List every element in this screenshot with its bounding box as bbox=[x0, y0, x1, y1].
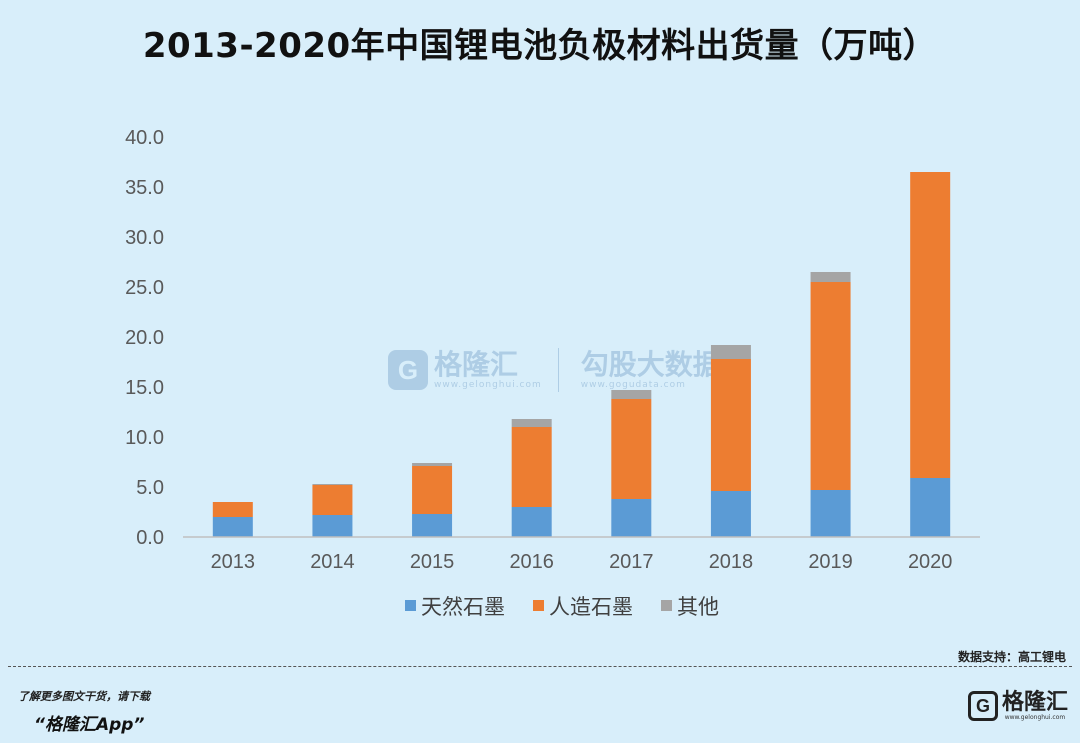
bar-2013-series-1 bbox=[212, 502, 253, 517]
promo-app-name: “格隆汇App” bbox=[34, 715, 145, 735]
y-tick-label: 35.0 bbox=[125, 177, 164, 199]
bar-2014-series-0 bbox=[312, 515, 353, 537]
x-tick-label: 2014 bbox=[310, 551, 355, 573]
x-tick-label: 2015 bbox=[410, 551, 455, 573]
watermark: G 格隆汇 www.gelonghui.com 勾股大数据 www.goguda… bbox=[388, 348, 721, 392]
bars bbox=[212, 172, 951, 537]
bar-2015-series-0 bbox=[412, 514, 453, 537]
y-tick-label: 5.0 bbox=[136, 477, 164, 499]
bar-2019-series-1 bbox=[810, 282, 851, 490]
legend-swatch bbox=[405, 600, 416, 611]
bar-2015-series-2 bbox=[412, 463, 453, 466]
y-tick-label: 30.0 bbox=[125, 227, 164, 249]
logo-url: www.gelonghui.com bbox=[1004, 713, 1066, 721]
legend: 天然石墨 人造石墨 其他 bbox=[405, 595, 719, 619]
gelonghui-logo-icon: G bbox=[967, 691, 998, 721]
promo-text: 了解更多图文干货，请下载 bbox=[18, 690, 150, 703]
bar-2015-series-1 bbox=[412, 466, 453, 514]
bar-chart: 0.05.010.015.020.025.030.035.040.0 2013 2… bbox=[125, 127, 980, 619]
bar-2017-series-1 bbox=[611, 399, 652, 499]
y-tick-label: 10.0 bbox=[125, 427, 164, 449]
legend-swatch bbox=[533, 600, 544, 611]
bar-2018-series-0 bbox=[710, 491, 751, 537]
x-tick-label: 2017 bbox=[609, 551, 654, 573]
y-tick-label: 40.0 bbox=[125, 127, 164, 149]
bar-2016-series-2 bbox=[511, 419, 552, 427]
logo-text: 格隆汇 bbox=[1001, 689, 1068, 715]
legend-label: 天然石墨 bbox=[421, 595, 505, 619]
legend-label: 其他 bbox=[677, 595, 719, 619]
x-tick-label: 2018 bbox=[709, 551, 754, 573]
watermark-brand-2: 勾股大数据 bbox=[580, 348, 721, 382]
watermark-url-2: www.gogudata.com bbox=[580, 379, 686, 390]
y-axis: 0.0 5.0 10.0 15.0 20.0 25.0 30.0 35.0 40.0 bbox=[125, 127, 164, 549]
x-tick-label: 2019 bbox=[808, 551, 853, 573]
data-source: 数据支持：高工锂电 bbox=[957, 650, 1066, 664]
bar-2018-series-1 bbox=[710, 359, 751, 491]
watermark-separator bbox=[557, 348, 559, 392]
bar-2017-series-2 bbox=[611, 390, 652, 399]
y-tick-label: 15.0 bbox=[125, 377, 164, 399]
bar-2020-series-1 bbox=[910, 172, 951, 478]
y-tick-label: 20.0 bbox=[125, 327, 164, 349]
bar-2016-series-0 bbox=[511, 507, 552, 537]
x-tick-label: 2013 bbox=[211, 551, 256, 573]
legend-label: 人造石墨 bbox=[549, 595, 633, 619]
bar-2017-series-0 bbox=[611, 499, 652, 537]
watermark-url-1: www.gelonghui.com bbox=[434, 379, 542, 390]
legend-swatch bbox=[661, 600, 672, 611]
bar-2019-series-2 bbox=[810, 272, 851, 282]
footer-divider bbox=[8, 666, 1072, 667]
logo: G 格隆汇 www.gelonghui.com bbox=[967, 686, 1068, 726]
bar-2016-series-1 bbox=[511, 427, 552, 507]
bar-2019-series-0 bbox=[810, 490, 851, 537]
bar-2014-series-2 bbox=[312, 484, 353, 485]
x-axis: 2013 2014 2015 2016 2017 2018 2019 2020 bbox=[211, 551, 953, 573]
bar-2013-series-0 bbox=[212, 517, 253, 537]
watermark-brand-1: 格隆汇 bbox=[434, 348, 519, 382]
x-tick-label: 2020 bbox=[908, 551, 953, 573]
chart-title: 2013-2020年中国锂电池负极材料出货量（万吨） bbox=[142, 26, 938, 66]
bar-2014-series-1 bbox=[312, 485, 353, 515]
gelonghui-watermark-icon: G bbox=[388, 350, 428, 390]
x-tick-label: 2016 bbox=[509, 551, 554, 573]
y-tick-label: 0.0 bbox=[136, 527, 164, 549]
bar-2020-series-0 bbox=[910, 478, 951, 537]
y-tick-label: 25.0 bbox=[125, 277, 164, 299]
bar-2018-series-2 bbox=[710, 345, 751, 359]
